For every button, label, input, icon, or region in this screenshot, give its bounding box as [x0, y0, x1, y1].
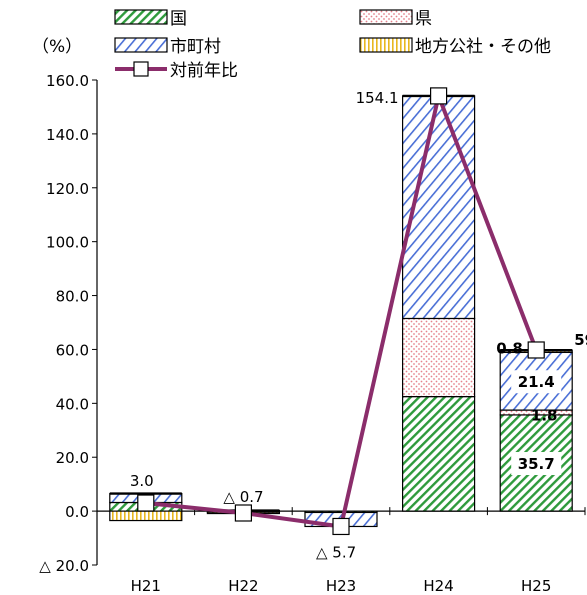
y-tick-label: 60.0 [56, 341, 89, 359]
line-point-marker [234, 504, 252, 522]
y-tick-label: 0.0 [65, 503, 89, 521]
y-tick-label: 20.0 [56, 449, 89, 467]
legend-label-kuni: 国 [170, 9, 187, 29]
data-labels: 3.0 △ 0.7 △ 5.7 154.1 59.8 0.8 21.4 1.8 35.7 [130, 89, 587, 562]
line-series-path [145, 93, 539, 529]
axes: 160.0 140.0 120.0 100.0 80.0 60.0 40.0 20.0 0.0 △… [39, 72, 586, 595]
line-value-label: 3.0 [130, 472, 154, 490]
segment-label-bg [511, 370, 562, 394]
line-series [137, 87, 545, 536]
line-value-label: △ 5.7 [316, 543, 356, 561]
segment-value-label: 1.8 [531, 406, 558, 424]
legend-swatch-shichoson [114, 37, 168, 53]
legend: 国 県 市町村 地方公社・その他 対前年比 [114, 9, 551, 81]
legend-label-kosha: 地方公社・その他 [415, 37, 551, 57]
y-tick-label: △ 20.0 [39, 557, 89, 575]
x-tick-label: H21 [131, 577, 161, 595]
line-value-label: 154.1 [356, 89, 399, 107]
y-unit-label: （%） [32, 37, 82, 57]
segment-label-bg [511, 452, 562, 476]
line-value-label: 59.8 [574, 331, 587, 349]
y-tick-label: 120.0 [46, 180, 89, 198]
line-value-label: △ 0.7 [223, 488, 263, 506]
segment-value-label: 0.8 [496, 339, 523, 357]
legend-line-marker [133, 61, 149, 77]
legend-label-shichoson: 市町村 [170, 37, 221, 57]
line-point-marker [332, 517, 350, 536]
y-tick-label: 140.0 [46, 126, 89, 144]
legend-label-line: 対前年比 [170, 61, 238, 81]
line-point-marker [527, 341, 545, 359]
y-tick-label: 40.0 [56, 395, 89, 413]
bar-segment [109, 510, 183, 522]
line-point-marker [430, 87, 448, 105]
segment-value-label: 35.7 [518, 455, 555, 473]
y-tick-label: 100.0 [46, 234, 89, 252]
x-tick-label: H25 [521, 577, 551, 595]
y-tick-label: 160.0 [46, 72, 89, 90]
legend-swatch-kuni [114, 9, 168, 25]
x-tick-label: H24 [423, 577, 453, 595]
y-tick-label: 80.0 [56, 288, 89, 306]
line-point-marker [137, 494, 155, 512]
bar-segment [402, 317, 476, 398]
legend-label-ken: 県 [415, 9, 432, 29]
x-tick-label: H23 [326, 577, 356, 595]
legend-swatch-kosha [359, 37, 413, 53]
bars [109, 94, 573, 528]
segment-value-label: 21.4 [518, 373, 555, 391]
legend-swatch-ken [359, 9, 413, 25]
bar-segment [402, 395, 476, 512]
x-tick-label: H22 [228, 577, 258, 595]
